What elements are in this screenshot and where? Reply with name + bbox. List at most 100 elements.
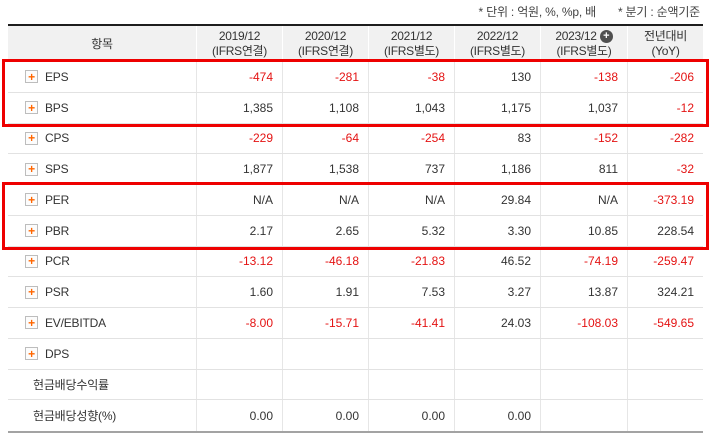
- cell-value: 29.84: [500, 192, 531, 207]
- value-cell: -13.12: [196, 246, 282, 277]
- column-period-label: 2020/12: [304, 29, 347, 43]
- column-period-label: 2023/12: [555, 29, 597, 43]
- value-cell: 2.65: [282, 215, 368, 246]
- row-label-cell: 현금배당성향(%): [8, 400, 196, 431]
- value-cell: 46.52: [454, 246, 540, 277]
- row-label: DPS: [45, 346, 70, 361]
- row-label-cell: + EPS: [8, 62, 196, 92]
- value-cell: N/A: [540, 185, 627, 215]
- value-cell: 5.32: [368, 215, 454, 246]
- cell-value: -474: [248, 69, 273, 84]
- table-header: 항목 2019/12 (IFRS연결) 2020/12 (IFRS연결) 2021/12…: [8, 24, 703, 62]
- column-period-label: 2022/12: [476, 29, 519, 43]
- cell-value: 1,186: [500, 162, 531, 177]
- value-cell: 1,877: [196, 154, 282, 184]
- value-cell: -229: [196, 123, 282, 154]
- expand-row-icon[interactable]: +: [25, 101, 38, 115]
- row-label-cell: + CPS: [8, 124, 196, 154]
- cell-value: -15.71: [324, 315, 359, 330]
- column-header: 2019/12 (IFRS연결): [196, 26, 282, 62]
- row-label-cell: + SPS: [8, 154, 196, 184]
- cell-value: 228.54: [657, 223, 694, 238]
- cell-value: -254: [420, 131, 445, 146]
- value-cell: 13.87: [540, 277, 627, 307]
- row-label: BPS: [45, 100, 69, 115]
- cell-value: 24.03: [500, 315, 531, 330]
- cell-value: -549.65: [653, 315, 694, 330]
- cell-value: 1,175: [500, 100, 531, 115]
- value-cell: 1,108: [282, 92, 368, 123]
- value-cell: 3.30: [454, 215, 540, 246]
- value-cell: -474: [196, 62, 282, 92]
- cell-value: 1,037: [587, 100, 618, 115]
- value-cell: 10.85: [540, 215, 627, 246]
- value-cell: [196, 338, 282, 369]
- value-cell: -549.65: [627, 308, 703, 338]
- value-cell: -108.03: [540, 308, 627, 338]
- row-label-cell: + PER: [8, 185, 196, 215]
- cell-value: 0.00: [335, 408, 359, 423]
- value-cell: -259.47: [627, 246, 703, 277]
- cell-value: 2.17: [249, 223, 273, 238]
- value-cell: 1,037: [540, 92, 627, 123]
- value-cell: -206: [627, 62, 703, 92]
- value-cell: 1.60: [196, 277, 282, 307]
- value-cell: -152: [540, 123, 627, 154]
- cell-value: 46.52: [500, 254, 531, 269]
- value-cell: 737: [368, 154, 454, 184]
- value-cell: [282, 369, 368, 400]
- cell-value: -152: [593, 131, 618, 146]
- column-standard-label: (YoY): [651, 44, 680, 58]
- column-header: 전년대비 (YoY): [627, 26, 703, 62]
- value-cell: 1,175: [454, 92, 540, 123]
- value-cell: -64: [282, 123, 368, 154]
- table-row: + EV/EBITDA -8.00 -15.71 -41.41 24.03 -108.03 -…: [8, 308, 703, 339]
- cell-value: -13.12: [238, 254, 273, 269]
- cell-value: 13.87: [587, 285, 618, 300]
- value-cell: 1,043: [368, 92, 454, 123]
- expand-row-icon[interactable]: +: [25, 193, 38, 207]
- column-standard-label: (IFRS별도): [556, 44, 612, 58]
- expand-row-icon[interactable]: +: [25, 347, 38, 361]
- cell-value: 2.65: [335, 223, 359, 238]
- value-cell: N/A: [282, 185, 368, 215]
- cell-value: -64: [341, 131, 359, 146]
- cell-value: 1.60: [249, 285, 273, 300]
- cell-value: 737: [424, 162, 445, 177]
- row-label-cell: + PCR: [8, 247, 196, 277]
- value-cell: [368, 369, 454, 400]
- value-cell: -74.19: [540, 246, 627, 277]
- cell-value: 0.00: [421, 408, 445, 423]
- add-column-icon[interactable]: +: [599, 30, 613, 43]
- cell-value: -41.41: [410, 315, 445, 330]
- unit-note: * 단위 : 억원, %, %p, 배: [478, 5, 597, 19]
- row-label-cell: + DPS: [8, 339, 196, 369]
- value-cell: 2.17: [196, 215, 282, 246]
- value-cell: [282, 338, 368, 369]
- expand-row-icon[interactable]: +: [25, 285, 38, 299]
- row-label: PER: [45, 192, 70, 207]
- cell-value: 1,877: [242, 162, 273, 177]
- cell-value: 0.00: [507, 408, 531, 423]
- financial-ratio-table: 항목 2019/12 (IFRS연결) 2020/12 (IFRS연결) 2021/12…: [2, 24, 709, 433]
- row-label: SPS: [45, 162, 69, 177]
- table-row: + PER N/A N/A N/A 29.84 N/A -373.19: [8, 185, 703, 216]
- expand-row-icon[interactable]: +: [25, 224, 38, 238]
- table-row: + EPS -474 -281 -38 130 -138 -206: [8, 62, 703, 93]
- cell-value: -108.03: [577, 315, 618, 330]
- value-cell: 83: [454, 123, 540, 154]
- cell-value: N/A: [424, 192, 445, 207]
- value-cell: 324.21: [627, 277, 703, 307]
- cell-value: 3.27: [507, 285, 531, 300]
- expand-row-icon[interactable]: +: [25, 131, 38, 145]
- table-notes: * 단위 : 억원, %, %p, 배 * 분기 : 순액기준: [478, 3, 701, 20]
- value-cell: 1,186: [454, 154, 540, 184]
- expand-row-icon[interactable]: +: [25, 316, 38, 330]
- expand-row-icon[interactable]: +: [25, 70, 38, 84]
- table-row: + PBR 2.17 2.65 5.32 3.30 10.85 228.54: [8, 215, 703, 247]
- row-label: EV/EBITDA: [45, 315, 106, 330]
- expand-row-icon[interactable]: +: [25, 254, 38, 268]
- value-cell: 0.00: [368, 400, 454, 431]
- value-cell: -282: [627, 123, 703, 154]
- expand-row-icon[interactable]: +: [25, 162, 38, 176]
